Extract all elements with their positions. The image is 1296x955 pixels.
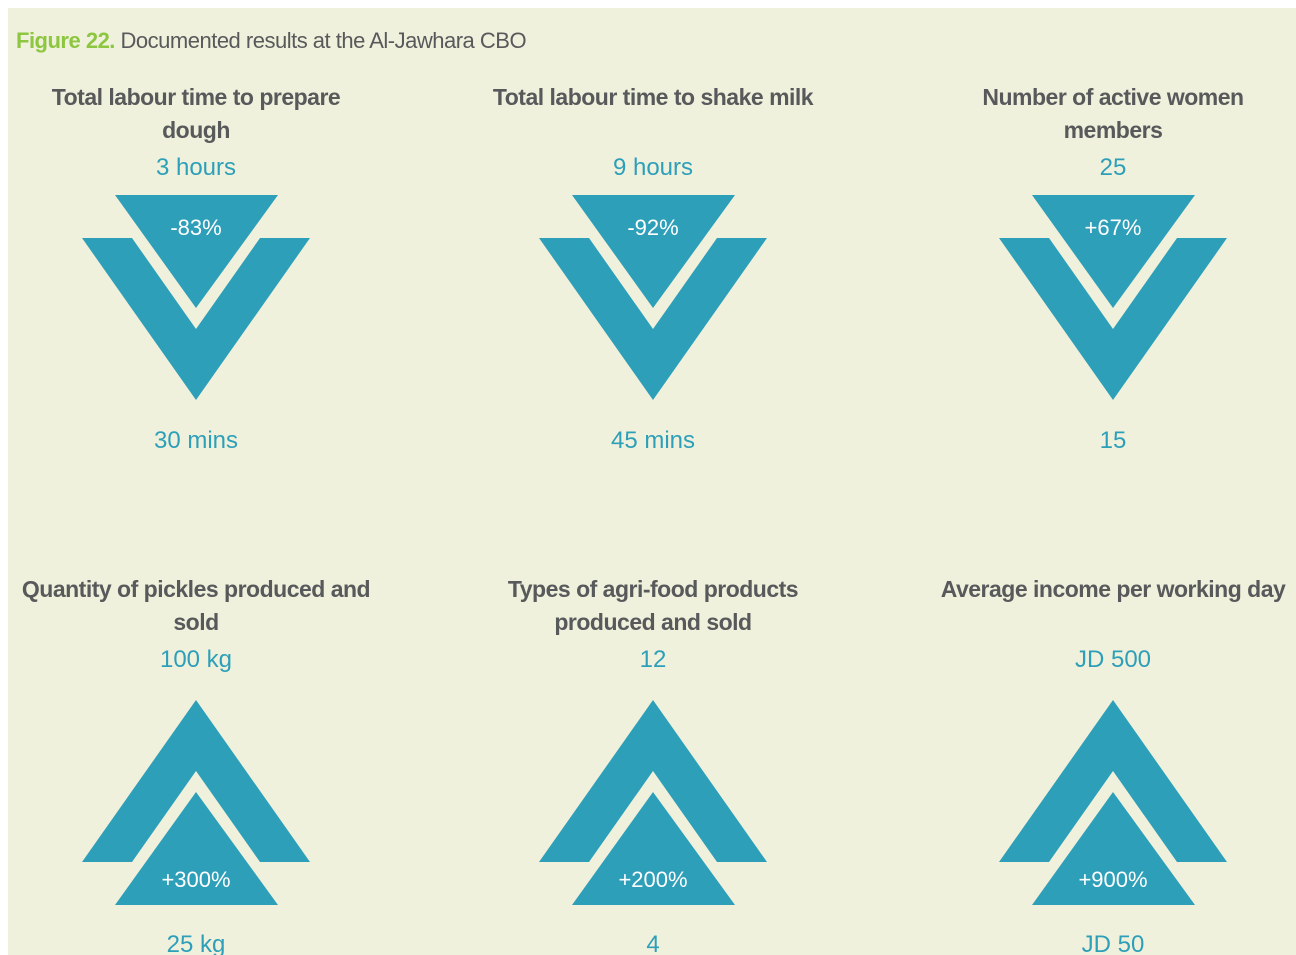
triangle (572, 195, 735, 308)
bottom-value: 30 mins (153, 427, 239, 454)
change: +900% (1078, 867, 1148, 892)
chevron (82, 238, 310, 400)
change: +300% (161, 867, 231, 892)
chevron (539, 700, 767, 862)
triangle (572, 792, 735, 905)
triangle (1032, 792, 1195, 905)
triangle (115, 195, 278, 308)
panel-title: Types of agri-food products produced and… (507, 576, 799, 635)
panel-title: Quantity of pickles produced and sold (21, 576, 371, 635)
panel-title: Total labour time to prepare dough (51, 84, 341, 143)
top-value: JD 500 (1074, 646, 1152, 673)
chevron (999, 700, 1227, 862)
bottom-value: 15 (1099, 427, 1127, 454)
top-value: 100 kg (159, 646, 233, 673)
change: +67% (1084, 215, 1142, 240)
figure-heading: Figure 22. Documented results at the Al-… (16, 28, 527, 54)
shapes (82, 195, 1227, 905)
bottom-value: 25 kg (166, 931, 226, 955)
bottom-value: JD 50 (1081, 931, 1145, 955)
top-value: 3 hours (155, 154, 237, 181)
chevron (82, 700, 310, 862)
top-value: 25 (1099, 154, 1127, 181)
figure-title: Documented results at the Al-Jawhara CBO (120, 28, 527, 53)
top-value: 9 hours (612, 154, 694, 181)
bottom-value: 4 (646, 931, 660, 955)
bottom-value: 45 mins (610, 427, 696, 454)
chevron (539, 238, 767, 400)
change: +200% (618, 867, 688, 892)
triangle (115, 792, 278, 905)
figure: Figure 22. Documented results at the Al-… (8, 8, 1296, 955)
panel-title: Number of active women members (982, 84, 1244, 143)
panel-title: Average income per working day (940, 576, 1286, 602)
change: -83% (170, 215, 222, 240)
change: -92% (627, 215, 679, 240)
panel-title: Total labour time to shake milk (492, 84, 814, 110)
figure-label: Figure 22. (16, 28, 115, 53)
triangle (1032, 195, 1195, 308)
top-value: 12 (639, 646, 667, 673)
chevron (999, 238, 1227, 400)
